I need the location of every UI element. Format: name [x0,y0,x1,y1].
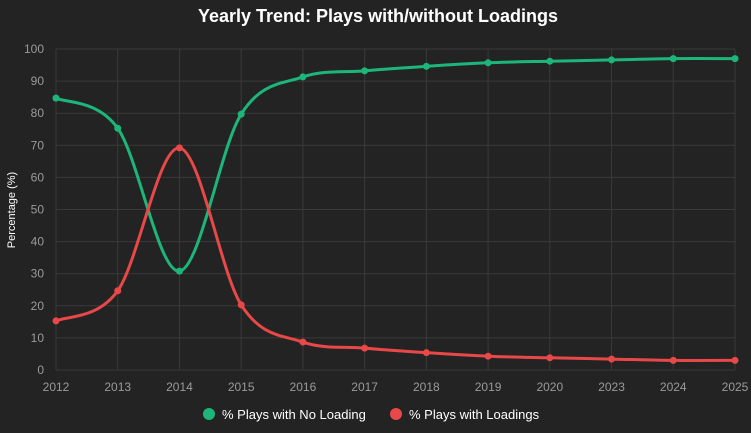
x-tick-label: 2020 [536,380,563,394]
grid-lines [55,48,736,371]
data-point [52,317,60,325]
legend: % Plays with No Loading % Plays with Load… [203,407,540,422]
data-point [731,55,739,63]
data-point [114,124,122,132]
y-tick-label: 50 [31,203,45,217]
data-point [484,352,492,360]
y-tick-label: 100 [24,42,44,56]
series-line [54,57,737,273]
x-tick-label: 2025 [722,380,749,394]
y-tick-label: 90 [31,74,45,88]
data-point [608,56,616,64]
x-tick-label: 2015 [228,380,255,394]
y-tick-label: 60 [31,170,45,184]
series-0 [52,55,739,275]
data-point [422,62,430,70]
data-point [237,110,245,118]
legend-swatch [390,408,402,420]
legend-item: % Plays with No Loading [203,407,366,422]
data-point [422,349,430,357]
data-point [731,356,739,364]
data-point [546,57,554,65]
data-point [361,67,369,75]
data-point [361,344,369,352]
y-axis-title: Percentage (%) [6,172,18,248]
y-tick-label: 30 [31,267,45,281]
data-point [546,354,554,362]
y-tick-label: 20 [31,299,45,313]
y-tick-label: 10 [31,331,45,345]
y-tick-label: 70 [31,138,45,152]
x-tick-label: 2019 [475,380,502,394]
x-tick-label: 2023 [598,380,625,394]
series-lines [52,55,739,364]
series-1 [52,144,739,364]
data-point [299,338,307,346]
series-line [54,146,737,362]
data-point [608,355,616,363]
y-tick-label: 0 [37,363,44,377]
y-axis-ticks: 0 10 20 30 40 50 60 70 80 90 100 [24,42,44,377]
x-tick-label: 2012 [43,380,70,394]
legend-swatch [203,408,215,420]
y-tick-label: 40 [31,235,45,249]
y-tick-label: 80 [31,106,45,120]
x-tick-label: 2014 [166,380,193,394]
data-point [484,59,492,67]
x-tick-label: 2013 [104,380,131,394]
x-tick-label: 2018 [413,380,440,394]
data-point [669,356,677,364]
data-point [114,287,122,295]
data-point [237,301,245,309]
legend-item: % Plays with Loadings [390,407,540,422]
legend-label: % Plays with Loadings [409,407,540,422]
x-axis-ticks: 2012 2013 2014 2015 2016 2017 2018 2019 2020 2023… [43,380,749,394]
data-point [52,94,60,102]
data-point [175,267,183,275]
x-tick-label: 2016 [290,380,317,394]
data-point [299,73,307,81]
legend-label: % Plays with No Loading [222,407,366,422]
data-point [669,55,677,63]
x-tick-label: 2017 [351,380,378,394]
chart-title: Yearly Trend: Plays with/without Loading… [198,6,558,26]
x-tick-label: 2024 [660,380,687,394]
data-point [175,144,183,152]
